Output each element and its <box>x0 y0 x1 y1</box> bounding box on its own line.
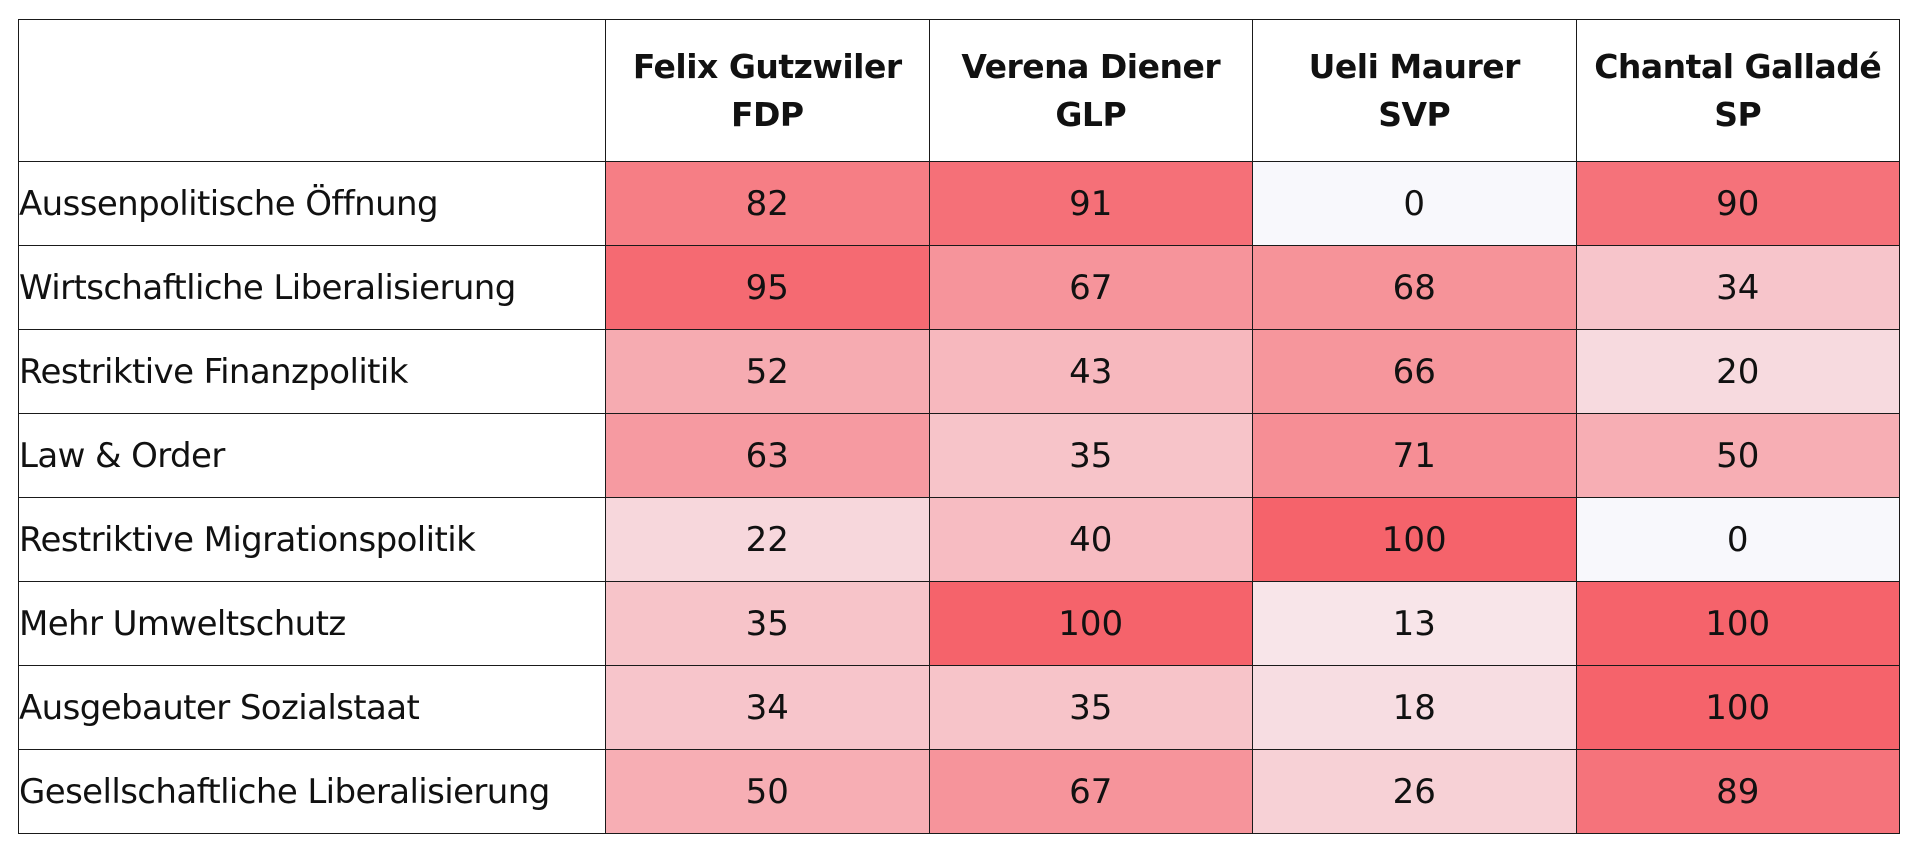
candidate-party: FDP <box>730 94 804 134</box>
table-row: Wirtschaftliche Liberalisierung 95 67 68… <box>18 245 1900 330</box>
heatmap-cell: 34 <box>1575 245 1900 330</box>
column-header-gallade: Chantal Galladé SP <box>1575 19 1900 162</box>
heatmap-cell: 67 <box>928 245 1253 330</box>
heatmap-cell: 50 <box>1575 413 1900 498</box>
heatmap-cell: 35 <box>928 665 1253 750</box>
table-row: Gesellschaftliche Liberalisierung 50 67 … <box>18 749 1900 834</box>
heatmap-cell: 22 <box>605 497 930 582</box>
heatmap-cell: 0 <box>1252 161 1577 246</box>
heatmap-cell: 100 <box>928 581 1253 666</box>
heatmap-cell: 67 <box>928 749 1253 834</box>
heatmap-cell: 35 <box>928 413 1253 498</box>
column-header-maurer: Ueli Maurer SVP <box>1252 19 1577 162</box>
candidate-name: Felix Gutzwiler <box>632 46 902 86</box>
table-row: Restriktive Migrationspolitik 22 40 100 … <box>18 497 1900 582</box>
row-label: Restriktive Migrationspolitik <box>18 497 606 582</box>
heatmap-cell: 52 <box>605 329 930 414</box>
candidate-name: Verena Diener <box>961 46 1221 86</box>
row-label: Law & Order <box>18 413 606 498</box>
heatmap-cell: 43 <box>928 329 1253 414</box>
table-row: Mehr Umweltschutz 35 100 13 100 <box>18 581 1900 666</box>
candidate-party: GLP <box>1055 94 1127 134</box>
table-row: Aussenpolitische Öffnung 82 91 0 90 <box>18 161 1900 246</box>
heatmap-cell: 50 <box>605 749 930 834</box>
candidate-name: Chantal Galladé <box>1594 46 1882 86</box>
row-label: Ausgebauter Sozialstaat <box>18 665 606 750</box>
heatmap-cell: 68 <box>1252 245 1577 330</box>
heatmap-cell: 100 <box>1252 497 1577 582</box>
heatmap-cell: 18 <box>1252 665 1577 750</box>
candidate-party: SP <box>1714 94 1762 134</box>
column-header-gutzwiler: Felix Gutzwiler FDP <box>605 19 930 162</box>
row-label: Gesellschaftliche Liberalisierung <box>18 749 606 834</box>
heatmap-cell: 100 <box>1575 581 1900 666</box>
heatmap-cell: 0 <box>1575 497 1900 582</box>
smartspider-heatmap-table: Felix Gutzwiler FDP Verena Diener GLP Ue… <box>18 19 1900 834</box>
row-label: Mehr Umweltschutz <box>18 581 606 666</box>
candidate-name: Ueli Maurer <box>1308 46 1521 86</box>
heatmap-body: Aussenpolitische Öffnung 82 91 0 90 Wirt… <box>18 161 1900 834</box>
corner-cell <box>18 19 606 162</box>
heatmap-cell: 82 <box>605 161 930 246</box>
heatmap-cell: 34 <box>605 665 930 750</box>
table-row: Ausgebauter Sozialstaat 34 35 18 100 <box>18 665 1900 750</box>
heatmap-cell: 100 <box>1575 665 1900 750</box>
heatmap-cell: 40 <box>928 497 1253 582</box>
heatmap-cell: 35 <box>605 581 930 666</box>
row-label: Wirtschaftliche Liberalisierung <box>18 245 606 330</box>
heatmap-cell: 71 <box>1252 413 1577 498</box>
row-label: Restriktive Finanzpolitik <box>18 329 606 414</box>
heatmap-cell: 13 <box>1252 581 1577 666</box>
heatmap-cell: 89 <box>1575 749 1900 834</box>
row-label: Aussenpolitische Öffnung <box>18 161 606 246</box>
heatmap-cell: 90 <box>1575 161 1900 246</box>
heatmap-cell: 20 <box>1575 329 1900 414</box>
heatmap-cell: 26 <box>1252 749 1577 834</box>
heatmap-cell: 95 <box>605 245 930 330</box>
table-row: Law & Order 63 35 71 50 <box>18 413 1900 498</box>
heatmap-cell: 63 <box>605 413 930 498</box>
table-row: Restriktive Finanzpolitik 52 43 66 20 <box>18 329 1900 414</box>
heatmap-cell: 66 <box>1252 329 1577 414</box>
candidate-party: SVP <box>1378 94 1451 134</box>
header-row: Felix Gutzwiler FDP Verena Diener GLP Ue… <box>18 19 1900 162</box>
column-header-diener: Verena Diener GLP <box>928 19 1253 162</box>
heatmap-cell: 91 <box>928 161 1253 246</box>
